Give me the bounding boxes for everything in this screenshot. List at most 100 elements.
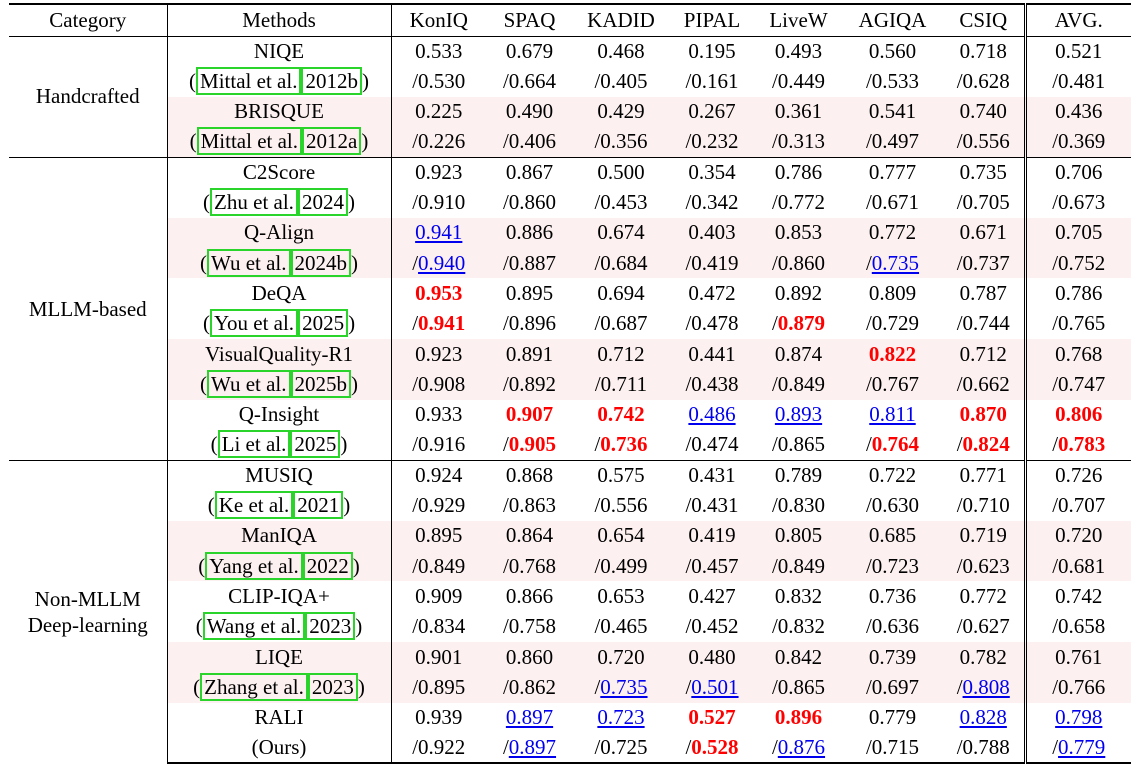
slash: / [771, 553, 778, 578]
citation-year-link[interactable]: 2023 [307, 672, 358, 701]
slash: / [685, 674, 692, 699]
slash: / [956, 734, 963, 759]
plcc-value: 0.226 [418, 129, 466, 154]
srcc-value: 0.923 [415, 160, 463, 185]
slash: / [594, 190, 601, 215]
citation-open: ( [189, 68, 197, 93]
citation-year-link[interactable]: 2012b [301, 66, 362, 95]
slash: / [956, 250, 963, 275]
srcc-value: 0.720 [1055, 523, 1103, 548]
table-row: DeQA 0.953 0.895 0.694 0.472 0.892 0.809 0.787 0… [9, 278, 1131, 309]
plcc-value: 0.863 [508, 493, 557, 518]
citation-author-link[interactable]: Zhu et al. [210, 188, 298, 217]
citation-author-link[interactable]: Mittal et al. [196, 127, 303, 156]
slash: / [1052, 734, 1059, 759]
srcc-value: 0.706 [1055, 160, 1103, 185]
citation-year-link[interactable]: 2025b [290, 369, 352, 398]
plcc-value: 0.664 [508, 68, 557, 93]
plcc-value: 0.681 [1058, 553, 1106, 578]
table-row: ManIQA 0.895 0.864 0.654 0.419 0.805 0.685 0.71… [9, 520, 1131, 552]
score-cell: 0.828 [943, 702, 1027, 733]
srcc-value: 0.195 [688, 38, 736, 63]
srcc-value: 0.436 [1055, 99, 1103, 124]
citation-author-link[interactable]: Li et al. [217, 430, 291, 459]
score-cell: 0.486 [669, 400, 755, 430]
score-cell: /0.501 [669, 672, 755, 703]
citation-year-link[interactable]: 2023 [305, 612, 356, 641]
citation-author-link[interactable]: Wang et al. [202, 612, 306, 641]
srcc-value: 0.685 [868, 523, 917, 548]
citation-author-link[interactable]: Wu et al. [206, 369, 291, 398]
citation-year-link[interactable]: 2025 [298, 309, 349, 338]
plcc-value: 0.865 [777, 674, 826, 699]
header-livew: LiveW [755, 3, 842, 37]
citation-author-link[interactable]: Mittal et al. [196, 66, 302, 95]
plcc-value: 0.431 [691, 493, 739, 518]
slash: / [956, 68, 963, 93]
srcc-value: 0.782 [959, 644, 1007, 669]
citation-year-link[interactable]: 2025 [290, 430, 341, 459]
plcc-value: 0.908 [418, 371, 466, 396]
table-row: (Ours)/0.922/0.897/0.725/0.528/0.876/0.7… [9, 732, 1131, 765]
plcc-value: 0.941 [418, 311, 466, 336]
slash: / [502, 432, 509, 457]
score-cell: /0.905 [486, 430, 573, 460]
score-cell: 0.811 [842, 400, 943, 430]
citation-year-link[interactable]: 2021 [293, 491, 344, 520]
plcc-value: 0.876 [777, 734, 826, 759]
score-cell: 0.868 [486, 459, 573, 491]
header-avg: AVG. [1025, 3, 1131, 37]
plcc-value: 0.808 [962, 674, 1010, 699]
citation-author-link[interactable]: Zhang et al. [200, 672, 308, 701]
citation-close: ) [340, 432, 348, 457]
table-row: Q-Insight 0.933 0.907 0.742 0.486 0.893 0.811 0… [9, 399, 1131, 430]
plcc-value: 0.737 [962, 250, 1010, 275]
citation-year-link[interactable]: 2024 [297, 188, 348, 217]
citation-author-link[interactable]: Ke et al. [214, 491, 294, 520]
citation-author-link[interactable]: You et al. [209, 309, 299, 338]
plcc-value: 0.735 [600, 674, 648, 699]
slash: / [594, 371, 601, 396]
score-cell: /0.865 [755, 430, 842, 460]
score-cell: /0.752 [1025, 248, 1131, 279]
slash: / [865, 190, 872, 215]
plcc-value: 0.342 [691, 190, 739, 215]
plcc-value: 0.369 [1058, 129, 1106, 154]
slash: / [771, 371, 778, 396]
score-cell: /0.767 [842, 369, 943, 400]
plcc-value: 0.922 [418, 734, 466, 759]
citation-close: ) [361, 68, 369, 93]
score-cell: 0.897 [486, 703, 573, 733]
srcc-value: 0.427 [688, 583, 736, 608]
citation-year-link[interactable]: 2022 [302, 551, 353, 580]
score-cell: 0.782 [943, 641, 1027, 673]
score-cell: 0.723 [573, 703, 669, 733]
srcc-value: 0.472 [688, 281, 736, 306]
slash: / [685, 250, 692, 275]
plcc-value: 0.438 [691, 371, 739, 396]
citation-year-link[interactable]: 2024b [290, 248, 352, 277]
citation-author-link[interactable]: Yang et al. [205, 551, 303, 580]
score-cell: 0.805 [755, 520, 842, 552]
score-cell: 0.431 [669, 459, 755, 491]
method-name: Q-Align [167, 217, 392, 249]
plcc-value: 0.860 [508, 190, 557, 215]
srcc-value: 0.521 [1055, 38, 1103, 63]
slash: / [771, 432, 778, 457]
table-row: (Mittal et al. 2012b)/0.530/0.664/0.405/0… [9, 66, 1131, 97]
score-cell: /0.556 [573, 490, 669, 520]
score-cell: /0.766 [1025, 672, 1131, 703]
score-cell: /0.725 [573, 732, 669, 765]
score-cell: 0.874 [755, 338, 842, 370]
slash: / [685, 129, 692, 154]
score-cell: /0.419 [669, 248, 755, 279]
citation-author-link[interactable]: Wu et al. [206, 248, 291, 277]
srcc-value: 0.480 [688, 644, 736, 669]
citation-year-link[interactable]: 2012a [302, 127, 362, 156]
score-cell: 0.853 [755, 217, 842, 249]
table-row: (Ke et al. 2021)/0.929/0.863/0.556/0.431/… [9, 490, 1131, 521]
slash: / [865, 129, 872, 154]
score-cell: /0.623 [943, 551, 1027, 582]
table-row: (You et al. 2025)/0.941/0.896/0.687/0.478… [9, 308, 1131, 339]
srcc-value: 0.771 [959, 463, 1007, 488]
